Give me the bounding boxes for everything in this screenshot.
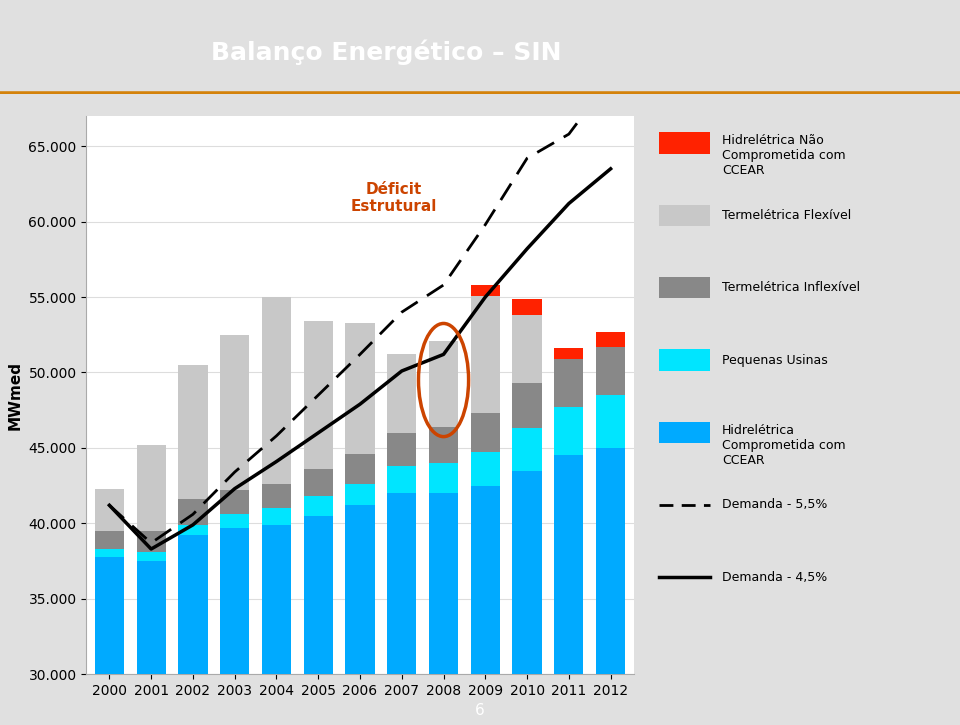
Bar [179,365,207,500]
Bar [220,528,250,725]
Bar [220,514,250,528]
Bar [303,496,333,515]
Bar [262,525,291,725]
FancyBboxPatch shape [659,277,710,299]
FancyBboxPatch shape [659,422,710,443]
Bar [554,455,584,725]
Bar [262,508,291,525]
Bar [387,466,417,493]
Text: Déficit
Estrutural: Déficit Estrutural [350,182,437,214]
Bar [387,433,417,466]
Bar [136,561,166,725]
FancyBboxPatch shape [659,132,710,154]
Text: Demanda - 4,5%: Demanda - 4,5% [722,571,828,584]
Bar [136,445,166,531]
Bar [513,299,541,315]
FancyBboxPatch shape [659,349,710,371]
Bar [346,323,374,454]
Bar [303,515,333,725]
Bar [346,484,374,505]
Bar [387,355,417,433]
Text: Termelétrica Inflexível: Termelétrica Inflexível [722,281,860,294]
Text: Termelétrica Flexível: Termelétrica Flexível [722,209,852,222]
Bar [554,407,584,455]
Bar [554,348,584,359]
Bar [513,383,541,428]
Bar [179,525,207,536]
Bar [179,500,207,525]
Bar [470,486,500,725]
Bar [429,427,458,463]
Bar [554,359,584,407]
Bar [470,296,500,413]
Bar [470,452,500,486]
Bar [95,531,124,549]
Bar [513,315,541,383]
Y-axis label: MWmed: MWmed [8,360,23,430]
Bar [303,469,333,496]
Text: Hidrelétrica Não
Comprometida com
CCEAR: Hidrelétrica Não Comprometida com CCEAR [722,134,846,177]
Bar [95,557,124,725]
FancyBboxPatch shape [659,204,710,226]
Bar [346,454,374,484]
Text: Balanço Energético – SIN: Balanço Energético – SIN [211,39,562,65]
Bar [346,505,374,725]
Bar [470,285,500,296]
Text: 6: 6 [475,703,485,718]
Bar [470,413,500,452]
Bar [95,489,124,531]
Bar [136,531,166,552]
Bar [429,463,458,493]
Bar [220,335,250,490]
Bar [596,347,625,395]
Bar [596,395,625,448]
Bar [179,536,207,725]
Bar [429,341,458,427]
Bar [303,321,333,469]
Bar [513,471,541,725]
Bar [136,552,166,561]
Text: Demanda - 5,5%: Demanda - 5,5% [722,499,828,511]
Bar [387,493,417,725]
Bar [596,448,625,725]
Bar [262,484,291,508]
Bar [429,493,458,725]
Text: Pequenas Usinas: Pequenas Usinas [722,354,828,367]
Bar [220,490,250,514]
Bar [95,549,124,557]
Bar [262,297,291,484]
Text: Hidrelétrica
Comprometida com
CCEAR: Hidrelétrica Comprometida com CCEAR [722,424,846,467]
Bar [596,332,625,347]
Bar [513,428,541,471]
